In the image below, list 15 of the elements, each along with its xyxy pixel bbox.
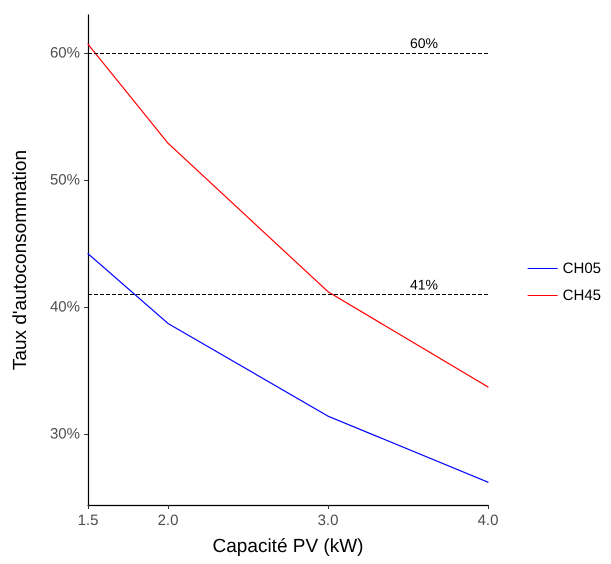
ref-line-label: 60%	[410, 35, 438, 52]
y-tick-label: 50%	[50, 172, 80, 189]
line-series	[87, 253, 489, 483]
legend-label: CH05	[562, 260, 602, 277]
legend-label: CH45	[562, 287, 602, 304]
x-tick-label: 4.0	[478, 512, 498, 529]
x-tick-label: 2.0	[158, 512, 178, 529]
y-tick-label: 30%	[50, 425, 80, 442]
ref-line-label: 41%	[410, 276, 438, 292]
x-tick-label: 3.0	[318, 512, 338, 529]
y-tick-label: 40%	[50, 298, 80, 316]
y-axis-title: Taux d'autoconsommation	[10, 150, 31, 370]
y-tick-label: 60%	[50, 44, 80, 62]
x-axis-title: Capacité PV (kW)	[212, 536, 364, 557]
x-tick-label: 1.5	[78, 512, 98, 529]
